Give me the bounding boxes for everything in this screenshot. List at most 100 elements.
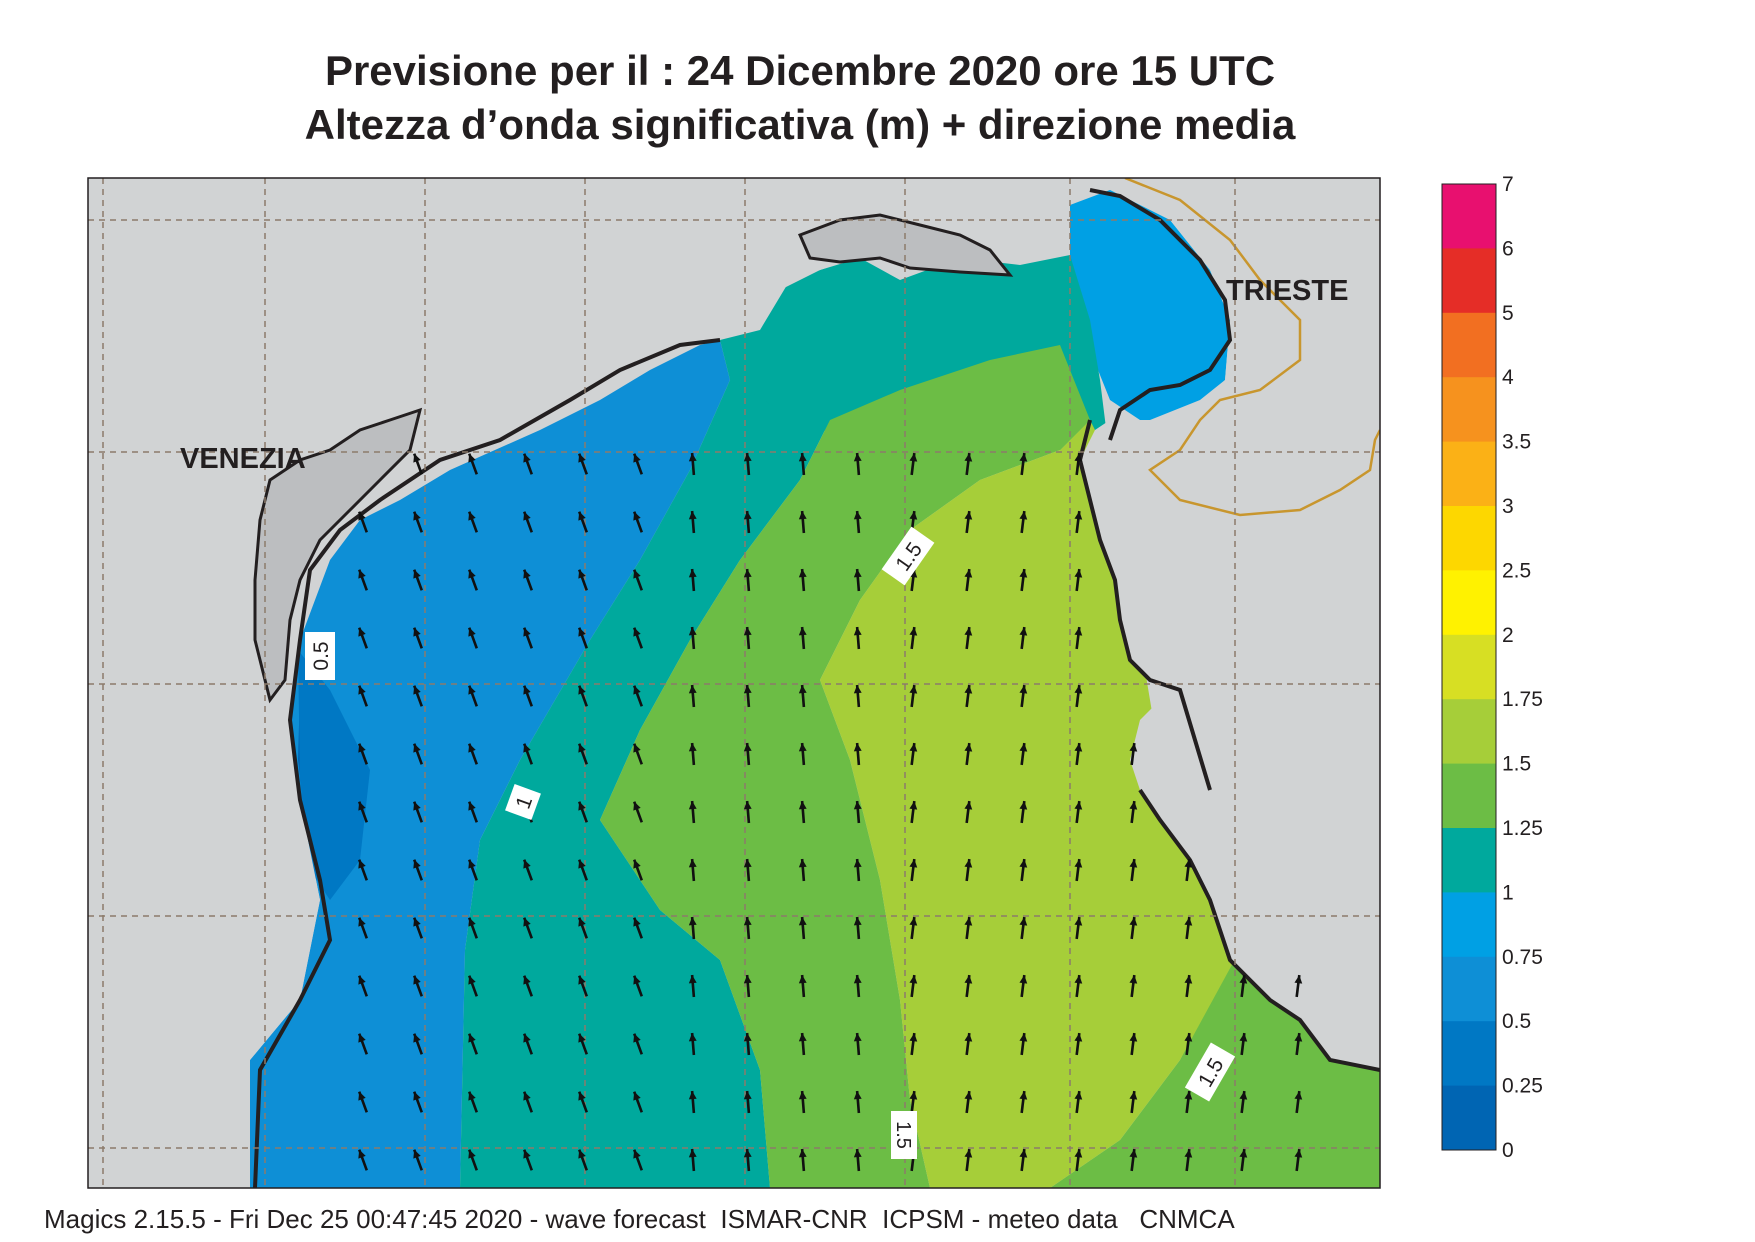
wave-direction-arrow (743, 800, 752, 824)
wave-direction-arrow (633, 569, 643, 591)
wave-direction-arrow (743, 684, 752, 708)
wave-direction-arrow (358, 685, 368, 707)
wave-direction-arrow (1184, 858, 1193, 882)
colorbar-label: 4 (1502, 366, 1514, 389)
wave-direction-arrow (468, 685, 478, 707)
wave-direction-arrow (468, 743, 478, 765)
wave-direction-arrow (1074, 568, 1083, 592)
wave-direction-arrow (358, 859, 368, 881)
wave-direction-arrow (358, 1091, 368, 1113)
wave-direction-arrow (743, 1090, 752, 1114)
wave-direction-arrow (468, 453, 478, 475)
wave-direction-arrow (1019, 974, 1028, 998)
map-subtitle: Altezza d’onda significativa (m) + direz… (304, 101, 1296, 148)
wave-direction-arrow (688, 1148, 697, 1172)
wave-direction-arrow (1129, 742, 1138, 766)
wave-direction-arrow (523, 1091, 533, 1113)
wave-direction-arrow (523, 569, 533, 591)
wave-direction-arrow (1294, 974, 1303, 998)
wave-direction-arrow (909, 452, 918, 476)
colorbar-label: 3 (1502, 495, 1514, 518)
wave-direction-arrow (743, 916, 752, 940)
wave-direction-arrow (413, 975, 423, 997)
wave-direction-arrow (853, 974, 862, 998)
wave-direction-arrow (909, 626, 918, 650)
colorbar-swatch (1442, 312, 1496, 378)
colorbar-label: 0.75 (1502, 946, 1543, 969)
wave-direction-arrow (964, 626, 973, 650)
wave-direction-arrow (1019, 452, 1028, 476)
wave-direction-arrow (468, 569, 478, 591)
wave-direction-arrow (1074, 452, 1083, 476)
wave-direction-arrow (688, 568, 697, 592)
wave-direction-arrow (964, 1148, 973, 1172)
wave-direction-arrow (1074, 974, 1083, 998)
wave-direction-arrow (853, 800, 862, 824)
colorbar-label: 2.5 (1502, 559, 1531, 582)
wave-direction-arrow (964, 800, 973, 824)
wave-direction-arrow (798, 684, 807, 708)
colorbar-swatch (1442, 248, 1496, 314)
wave-direction-arrow (1019, 1148, 1028, 1172)
wave-direction-arrow (964, 452, 973, 476)
wave-direction-arrows (358, 452, 1303, 1172)
wave-direction-arrow (909, 800, 918, 824)
wave-direction-arrow (853, 626, 862, 650)
wave-direction-arrow (1129, 1032, 1138, 1056)
wave-direction-arrow (468, 801, 478, 823)
wave-direction-arrow (798, 510, 807, 534)
wave-direction-arrow (798, 916, 807, 940)
wave-direction-arrow (578, 1033, 588, 1055)
east-coast-land (1080, 178, 1380, 1070)
wave-direction-arrow (853, 1148, 862, 1172)
wave-direction-arrow (853, 916, 862, 940)
wave-direction-arrow (1184, 916, 1193, 940)
wave-direction-arrow (358, 801, 368, 823)
wave-direction-arrow (964, 742, 973, 766)
wave-direction-arrow (633, 1033, 643, 1055)
wave-direction-arrow (413, 1033, 423, 1055)
colorbar-swatch (1442, 634, 1496, 700)
wave-band-1.5-1.75 (820, 420, 1240, 1188)
wave-direction-arrow (964, 1032, 973, 1056)
map-frame (87, 177, 1381, 1189)
wave-direction-arrow (413, 743, 423, 765)
wave-direction-arrow (413, 917, 423, 939)
colorbar-swatch (1442, 377, 1496, 443)
wave-direction-arrow (633, 801, 643, 823)
colorbar-label: 0.25 (1502, 1075, 1543, 1098)
wave-direction-arrow (798, 1090, 807, 1114)
wave-direction-arrow (578, 453, 588, 475)
wave-direction-arrow (1019, 510, 1028, 534)
wave-direction-arrow (1019, 626, 1028, 650)
wave-direction-arrow (358, 743, 368, 765)
wave-direction-arrow (964, 974, 973, 998)
wave-direction-arrow (523, 917, 533, 939)
wave-direction-arrow (964, 1090, 973, 1114)
wave-direction-arrow (468, 859, 478, 881)
wave-direction-arrow (578, 859, 588, 881)
wave-band-0.5-0.75 (298, 650, 370, 900)
wave-direction-arrow (413, 859, 423, 881)
wave-direction-arrow (1074, 858, 1083, 882)
wave-band-1.25-1.5 (600, 345, 1090, 1188)
wave-direction-arrow (798, 742, 807, 766)
wave-direction-arrow (688, 916, 697, 940)
wave-direction-arrow (964, 510, 973, 534)
wave-direction-arrow (1129, 1148, 1138, 1172)
wave-direction-arrow (1074, 684, 1083, 708)
wave-direction-arrow (633, 511, 643, 533)
wave-direction-arrow (1019, 916, 1028, 940)
svg-text:0.5: 0.5 (310, 641, 333, 670)
wave-direction-arrow (523, 627, 533, 649)
wave-direction-arrow (853, 452, 862, 476)
wave-direction-arrow (1294, 1090, 1303, 1114)
wave-direction-arrow (413, 627, 423, 649)
wave-direction-arrow (1129, 1090, 1138, 1114)
wave-direction-arrow (798, 568, 807, 592)
north-coast-land (88, 178, 1090, 1188)
wave-direction-arrow (909, 916, 918, 940)
wave-direction-arrow (853, 1090, 862, 1114)
wave-direction-arrow (798, 974, 807, 998)
